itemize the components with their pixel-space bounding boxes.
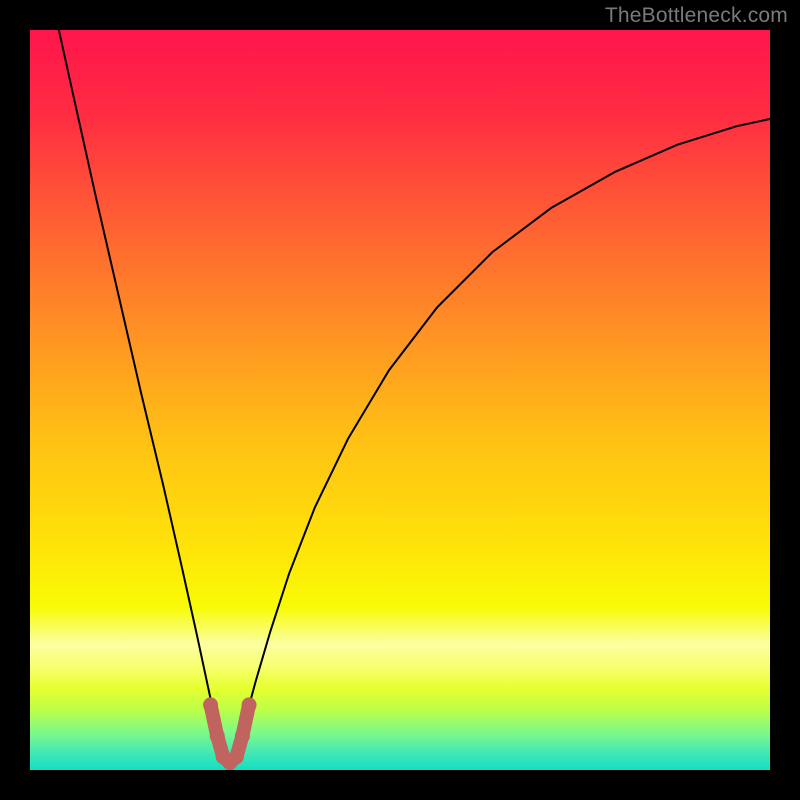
- valley-marker: [229, 749, 244, 764]
- valley-marker: [210, 728, 225, 743]
- watermark-text: TheBottleneck.com: [605, 4, 788, 28]
- valley-marker: [235, 728, 250, 743]
- chart-container: TheBottleneck.com: [0, 0, 800, 800]
- valley-marker: [203, 697, 218, 712]
- valley-marker: [242, 697, 257, 712]
- plot-background: [30, 30, 770, 770]
- chart-svg: [0, 0, 800, 800]
